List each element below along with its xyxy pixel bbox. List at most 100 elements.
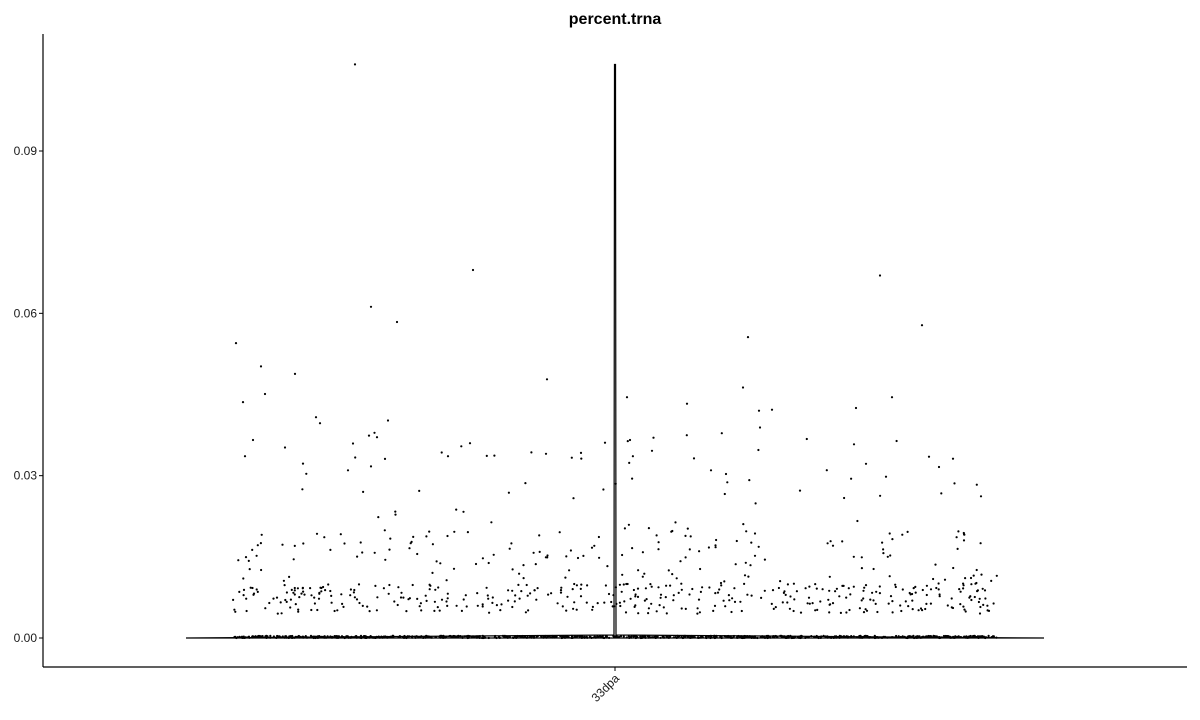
- data-point: [786, 583, 790, 586]
- data-point: [872, 599, 875, 602]
- data-point: [714, 592, 717, 595]
- data-point: [959, 603, 962, 606]
- data-point: [428, 588, 431, 591]
- data-point: [476, 592, 479, 595]
- data-point: [701, 586, 704, 589]
- data-point: [446, 604, 449, 608]
- data-point: [962, 584, 965, 587]
- data-point: [559, 589, 563, 592]
- data-point: [671, 529, 674, 533]
- data-point: [946, 604, 949, 607]
- data-point: [437, 586, 440, 589]
- data-point: [460, 445, 463, 448]
- data-point: [428, 583, 431, 586]
- data-point: [318, 422, 322, 425]
- data-point: [513, 600, 516, 603]
- data-point: [431, 571, 434, 575]
- data-point: [621, 573, 624, 576]
- data-point: [815, 587, 818, 590]
- data-point: [359, 541, 362, 544]
- data-point: [982, 603, 985, 607]
- data-point: [664, 596, 667, 599]
- data-point: [602, 488, 605, 491]
- data-point: [339, 533, 342, 536]
- data-point: [980, 573, 983, 576]
- data-point: [352, 591, 355, 594]
- data-point: [596, 602, 599, 605]
- data-point: [864, 584, 868, 587]
- data-point: [792, 609, 795, 613]
- data-point: [977, 600, 981, 604]
- data-point: [854, 406, 858, 410]
- data-point: [297, 608, 300, 611]
- data-point: [838, 595, 841, 598]
- data-point: [624, 611, 628, 614]
- data-point: [726, 481, 729, 484]
- data-point: [296, 587, 299, 590]
- data-point: [453, 530, 456, 533]
- data-point: [834, 590, 837, 593]
- data-point: [739, 600, 742, 603]
- data-point: [925, 584, 929, 587]
- data-point: [237, 559, 240, 562]
- data-point: [288, 575, 291, 579]
- data-point: [981, 587, 984, 590]
- data-point: [875, 590, 878, 593]
- data-point: [481, 603, 484, 606]
- data-point: [750, 541, 753, 544]
- data-point: [591, 608, 594, 611]
- data-point: [659, 596, 662, 599]
- data-point: [912, 634, 915, 637]
- data-point: [330, 601, 333, 604]
- data-point: [742, 523, 745, 526]
- data-point: [361, 604, 364, 608]
- data-point: [887, 602, 890, 605]
- data-point: [860, 556, 863, 559]
- data-point: [770, 602, 773, 606]
- data-point: [882, 548, 885, 551]
- data-point: [904, 600, 907, 603]
- data-point: [625, 396, 629, 399]
- data-point: [349, 594, 352, 597]
- data-point: [714, 546, 717, 549]
- data-point: [522, 577, 525, 580]
- data-point: [937, 588, 940, 591]
- data-point: [627, 523, 631, 526]
- data-point: [517, 583, 520, 587]
- data-point: [628, 438, 632, 442]
- data-point: [789, 595, 792, 598]
- data-point: [238, 590, 241, 594]
- data-point: [593, 544, 596, 547]
- data-point: [396, 603, 399, 607]
- data-point: [303, 593, 306, 596]
- data-point: [643, 572, 646, 575]
- data-point: [499, 609, 502, 612]
- data-point: [735, 539, 738, 543]
- data-point: [556, 602, 559, 605]
- data-point: [534, 563, 537, 566]
- data-point: [786, 601, 789, 604]
- data-point: [387, 592, 390, 595]
- data-point: [245, 597, 248, 600]
- data-point: [452, 567, 456, 570]
- data-point: [626, 440, 629, 443]
- data-point: [409, 542, 412, 545]
- data-point: [849, 593, 852, 596]
- data-point: [935, 586, 938, 590]
- data-point: [979, 635, 982, 638]
- data-point: [353, 596, 356, 599]
- data-point: [763, 558, 767, 561]
- data-point: [634, 593, 637, 596]
- data-point: [455, 508, 458, 511]
- data-point: [394, 513, 397, 516]
- data-point: [314, 416, 318, 419]
- data-point: [805, 437, 808, 441]
- data-point: [524, 482, 527, 485]
- data-point: [618, 601, 622, 604]
- data-point: [753, 532, 757, 535]
- data-point: [445, 600, 448, 603]
- data-point: [276, 634, 279, 638]
- data-point: [518, 597, 521, 600]
- data-point: [722, 599, 725, 602]
- data-point: [606, 565, 609, 568]
